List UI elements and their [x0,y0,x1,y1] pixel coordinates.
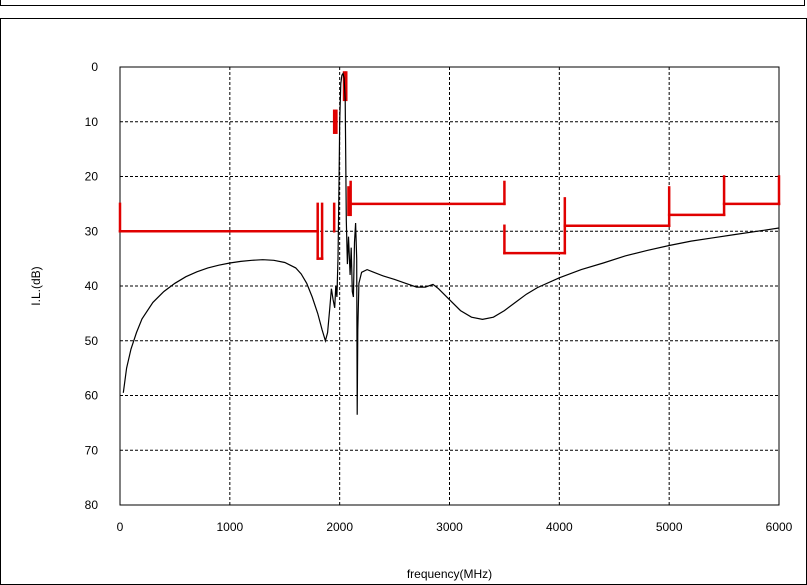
x-tick-labels: 0 1000 2000 3000 4000 5000 6000 [117,520,793,534]
y-tick-label: 0 [91,60,98,74]
top-frame-strip [0,0,805,6]
y-tick-label: 10 [85,115,99,129]
x-tick-label: 3000 [436,520,463,534]
x-tick-label: 5000 [656,520,683,534]
x-axis-label: frequency(MHz) [407,567,492,581]
y-tick-labels: 0 10 20 30 40 50 60 70 80 [85,60,99,512]
x-tick-label: 0 [117,520,124,534]
x-tick-label: 4000 [546,520,573,534]
y-tick-label: 20 [85,170,99,184]
plot-area [119,66,780,506]
y-tick-label: 70 [85,443,99,457]
y-tick-label: 50 [85,334,99,348]
grid-lines [120,67,779,505]
x-tick-label: 6000 [766,520,793,534]
y-tick-label: 30 [85,224,99,238]
y-tick-label: 80 [85,498,99,512]
y-tick-label: 40 [85,279,99,293]
x-tick-label: 2000 [326,520,353,534]
x-tick-label: 1000 [216,520,243,534]
spec-mask-series [118,71,781,260]
y-axis-label: I.L.(dB) [29,266,43,305]
y-tick-label: 60 [85,389,99,403]
response-series-line [122,72,780,415]
